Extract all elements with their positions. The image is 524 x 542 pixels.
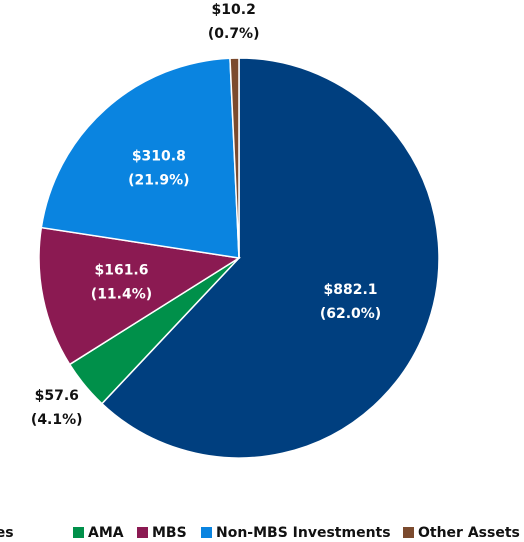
legend-label: MBS <box>152 525 187 541</box>
legend-swatch <box>137 527 148 538</box>
percent-label: (11.4%) <box>91 286 152 302</box>
legend-swatch <box>73 527 84 538</box>
value-label: $161.6 <box>94 262 148 278</box>
percent-label: (21.9%) <box>128 173 189 189</box>
legend-label: AMA <box>88 525 124 541</box>
legend-swatch <box>201 527 212 538</box>
value-label: $10.2 <box>212 2 256 18</box>
value-label: $882.1 <box>324 282 378 298</box>
legend-label: Other Assets <box>418 525 520 541</box>
pie-slice <box>229 57 240 259</box>
percent-label: (62.0%) <box>320 306 381 322</box>
percent-label: (0.7%) <box>208 26 260 42</box>
pie-slice <box>100 57 440 459</box>
percent-label: (4.1%) <box>31 412 83 428</box>
legend-label: Advances <box>0 525 14 541</box>
value-label: $57.6 <box>35 388 79 404</box>
pie-slice <box>40 57 240 259</box>
legend-label: Non-MBS Investments <box>216 525 391 541</box>
pie-slice <box>38 226 242 366</box>
value-label: $310.8 <box>132 149 186 165</box>
legend-swatch <box>403 527 414 538</box>
